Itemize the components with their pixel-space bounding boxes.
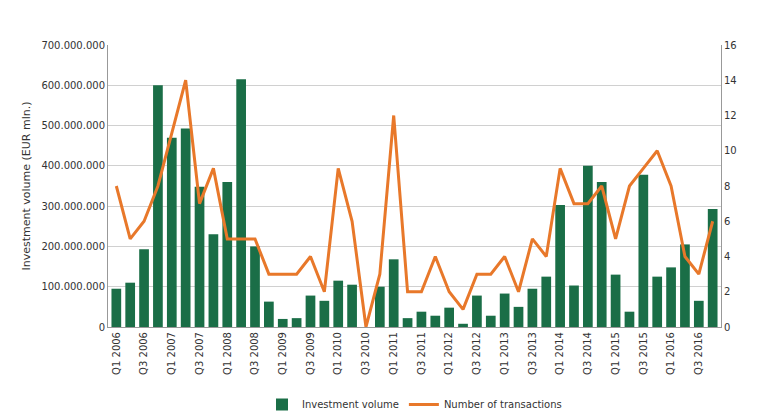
svg-text:Q1 2007: Q1 2007	[166, 332, 177, 375]
svg-text:Q3 2009: Q3 2009	[305, 332, 316, 375]
svg-text:Q3 2006: Q3 2006	[138, 332, 149, 375]
svg-text:Q3 2013: Q3 2013	[527, 332, 538, 375]
svg-text:600.000.000: 600.000.000	[41, 80, 105, 91]
svg-text:Q1 2010: Q1 2010	[332, 332, 343, 375]
svg-text:Q3 2011: Q3 2011	[416, 332, 427, 375]
svg-text:Q3 2007: Q3 2007	[194, 332, 205, 375]
svg-text:100.000.000: 100.000.000	[41, 281, 105, 292]
svg-text:Q3 2016: Q3 2016	[693, 332, 704, 375]
svg-text:Q3 2014: Q3 2014	[582, 332, 593, 375]
svg-text:Q1 2013: Q1 2013	[499, 332, 510, 375]
svg-text:Q3 2008: Q3 2008	[249, 332, 260, 375]
svg-text:Q1 2012: Q1 2012	[443, 332, 454, 375]
svg-text:400.000.000: 400.000.000	[41, 160, 105, 171]
svg-text:Q3 2015: Q3 2015	[638, 332, 649, 375]
svg-text:6: 6	[724, 216, 730, 227]
svg-text:300.000.000: 300.000.000	[41, 201, 105, 212]
svg-text:Q1 2011: Q1 2011	[388, 332, 399, 375]
svg-text:500.000.000: 500.000.000	[41, 120, 105, 131]
svg-text:2: 2	[724, 286, 730, 297]
svg-text:16: 16	[724, 40, 737, 51]
svg-text:10: 10	[724, 145, 737, 156]
svg-text:200.000.000: 200.000.000	[41, 241, 105, 252]
svg-text:Q1 2014: Q1 2014	[554, 332, 565, 375]
svg-text:Q1 2016: Q1 2016	[665, 332, 676, 375]
svg-text:Q3 2012: Q3 2012	[471, 332, 482, 375]
svg-text:0: 0	[724, 322, 730, 333]
svg-text:8: 8	[724, 181, 730, 192]
svg-text:Investment volume: Investment volume	[302, 399, 399, 410]
svg-text:Investment volume (EUR mln.): Investment volume (EUR mln.)	[20, 101, 33, 270]
svg-text:14: 14	[724, 75, 737, 86]
svg-text:Q1 2008: Q1 2008	[222, 332, 233, 375]
svg-text:12: 12	[724, 110, 737, 121]
svg-text:4: 4	[724, 251, 730, 262]
svg-text:700.000.000: 700.000.000	[41, 40, 105, 51]
svg-text:Q3 2010: Q3 2010	[360, 332, 371, 375]
svg-text:Q1 2006: Q1 2006	[111, 332, 122, 375]
svg-text:Q1 2009: Q1 2009	[277, 332, 288, 375]
svg-text:0: 0	[99, 322, 105, 333]
svg-text:Q1 2015: Q1 2015	[610, 332, 621, 375]
svg-text:Number of transactions: Number of transactions	[444, 399, 562, 410]
